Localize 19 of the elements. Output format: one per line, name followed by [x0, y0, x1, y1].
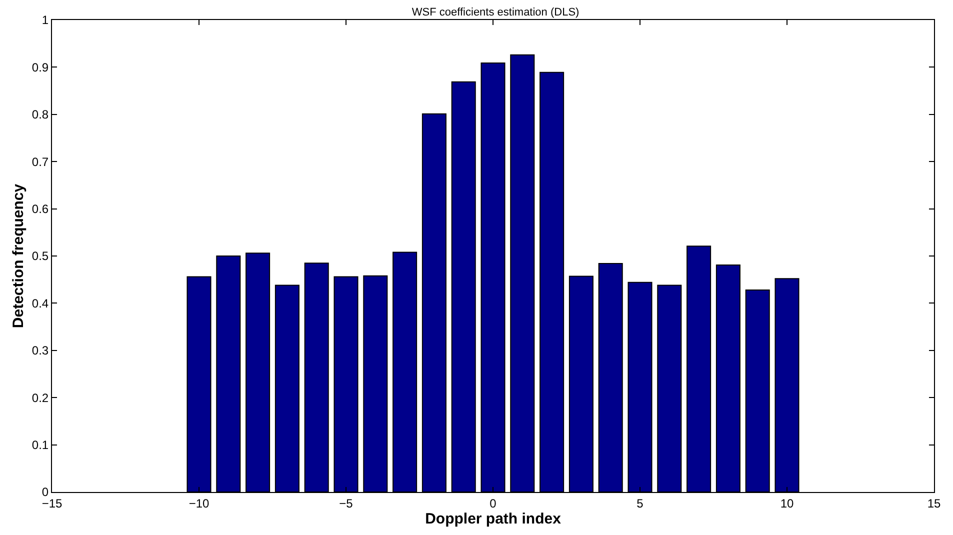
y-tick-label: 0.6: [32, 202, 49, 216]
x-tick-label: 15: [927, 496, 941, 510]
y-tick-label: 1: [42, 13, 49, 28]
y-tick-label: 0.2: [32, 390, 49, 405]
y-tick-label: 0.5: [32, 249, 49, 264]
x-axis-title: Doppler path index: [425, 510, 562, 528]
x-tick-label: 5: [636, 496, 644, 510]
x-tick-label: 10: [780, 496, 794, 510]
y-tick-label: 0.7: [32, 154, 49, 169]
x-tick-label: 0: [490, 496, 497, 510]
y-tick-label: 0.8: [32, 108, 49, 122]
x-tick-label: −10: [188, 496, 210, 510]
chart-title: WSF coefficients estimation (DLS): [412, 6, 580, 19]
y-tick-label: 0.4: [32, 296, 49, 310]
y-axis-title: Detection frequency: [10, 183, 28, 328]
x-tick-label: −5: [339, 496, 354, 510]
y-tick-label: 0.9: [32, 60, 49, 74]
y-tick-label: 0.1: [32, 438, 49, 452]
y-tick-label: 0.3: [32, 344, 49, 358]
